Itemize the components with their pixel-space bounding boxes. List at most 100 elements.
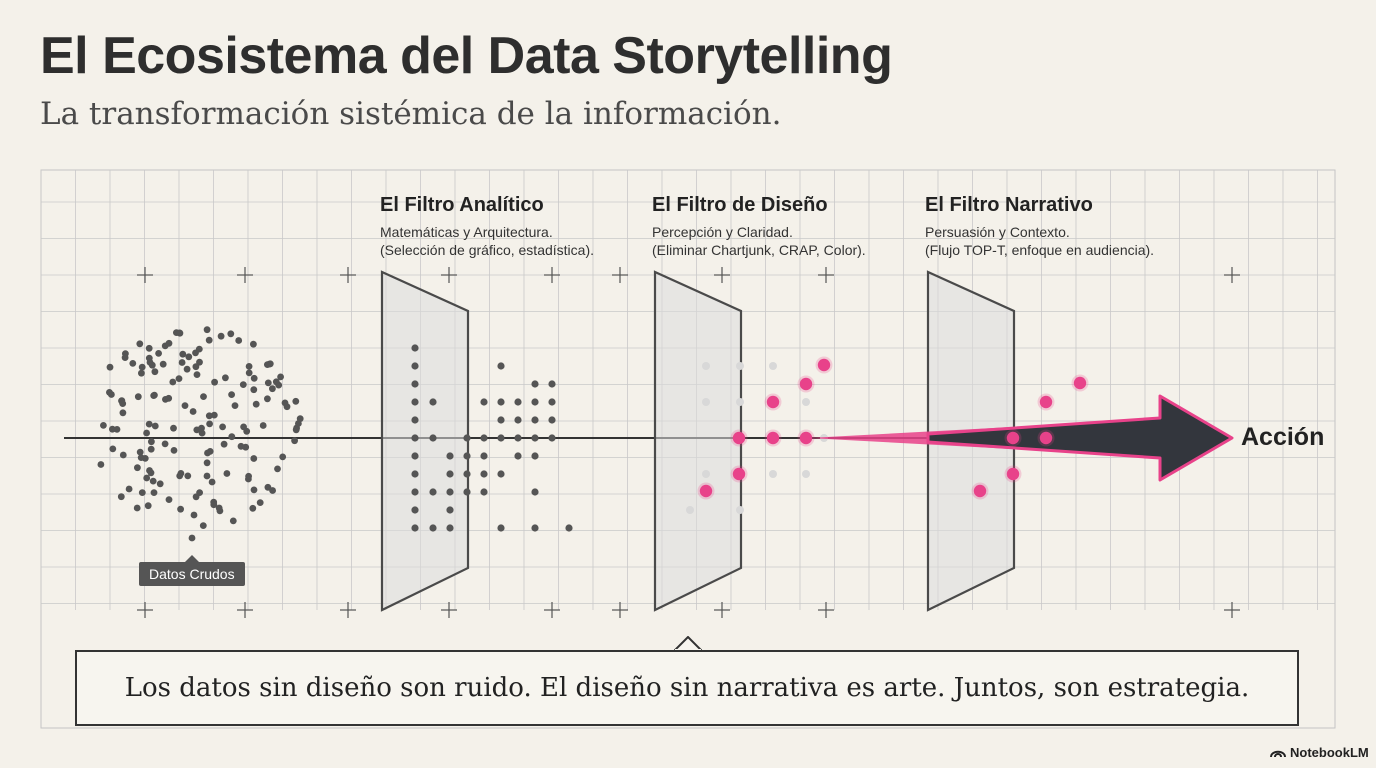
pattern-dot (480, 452, 488, 460)
raw-data-dot (237, 442, 245, 450)
pattern-dot (446, 470, 454, 478)
raw-data-dot (125, 485, 133, 493)
pattern-dot (531, 380, 539, 388)
highlight-dot (766, 431, 780, 445)
raw-data-dot (274, 465, 281, 473)
raw-data-dot (250, 455, 258, 462)
raw-data-dot (192, 493, 200, 501)
pattern-dot (429, 434, 437, 442)
raw-data-dot (155, 350, 163, 357)
raw-data-dot (208, 478, 216, 486)
pattern-dot (497, 416, 505, 424)
filter-analytic-label: El Filtro Analítico Matemáticas y Arquit… (380, 194, 594, 259)
narrative-dot (1006, 467, 1020, 481)
raw-data-dot (119, 400, 127, 407)
raw-data-dot (198, 424, 205, 432)
raw-data-dot (220, 440, 228, 448)
raw-data-dot (291, 437, 298, 445)
pattern-dot (531, 398, 539, 406)
filter-analytic-desc-2: (Selección de gráfico, estadística). (380, 242, 594, 258)
highlight-dot (766, 395, 780, 409)
pattern-dot (497, 434, 505, 442)
pattern-dot (480, 470, 488, 478)
raw-data-dot (272, 378, 280, 386)
raw-data-dot (159, 360, 167, 368)
raw-data-dot (199, 522, 207, 529)
raw-data-dot (269, 385, 276, 393)
background-grid (40, 169, 1336, 729)
pattern-dot (463, 488, 471, 496)
raw-data-dot (206, 420, 214, 428)
raw-data-dot (121, 354, 129, 361)
raw-data-dot (134, 464, 141, 472)
filter-design-label: El Filtro de Diseño Percepción y Clarida… (652, 194, 866, 259)
raw-data-dot (229, 517, 237, 525)
brand-mark: NotebookLM (1270, 745, 1369, 760)
raw-data-dot (211, 378, 219, 386)
raw-data-dot (245, 363, 253, 370)
raw-data-dot (217, 332, 225, 340)
filter-panel-1 (380, 270, 470, 612)
filter-design-desc-1: Percepción y Claridad. (652, 224, 793, 240)
raw-data-dot (190, 511, 198, 519)
pattern-dot (514, 434, 522, 442)
pattern-dot (531, 524, 539, 532)
pattern-dot (411, 524, 419, 532)
raw-data-dot (264, 379, 272, 387)
pattern-dot (429, 488, 437, 496)
raw-data-dot (145, 420, 153, 428)
raw-data-dot (195, 345, 203, 353)
pattern-dot (480, 488, 488, 496)
pattern-dot (411, 362, 419, 370)
pattern-dot (514, 398, 522, 406)
raw-data-dot (215, 504, 223, 512)
pattern-dot (497, 524, 505, 532)
raw-data-dot (231, 402, 239, 409)
page-subtitle: La transformación sistémica de la inform… (40, 96, 782, 132)
raw-data-dot (137, 454, 145, 461)
pattern-dot (446, 488, 454, 496)
raw-data-dot (252, 400, 260, 408)
raw-data-dot (243, 427, 251, 435)
raw-data-dot (210, 501, 218, 509)
highlight-dot (732, 467, 746, 481)
pattern-dot (497, 470, 505, 478)
raw-data-dot (138, 363, 146, 371)
raw-data-dot (151, 422, 159, 430)
pattern-dot (565, 524, 573, 532)
raw-data-dot (188, 534, 196, 542)
filter-design-desc-2: (Eliminar Chartjunk, CRAP, Color). (652, 242, 866, 258)
raw-data-dot (176, 329, 184, 337)
raw-data-dot (178, 359, 186, 366)
pattern-dot (446, 524, 454, 532)
raw-data-dot (269, 487, 276, 494)
pattern-dot (411, 380, 419, 388)
raw-data-dot (228, 433, 236, 441)
pattern-dot (531, 434, 539, 442)
raw-data-dot (264, 395, 271, 403)
raw-data-dot (150, 489, 158, 496)
filter-panel-2 (653, 270, 743, 612)
narrative-dot (973, 484, 987, 498)
raw-data-dot (227, 330, 235, 338)
page-title: El Ecosistema del Data Storytelling (40, 27, 893, 85)
pattern-dot (429, 398, 437, 406)
narrative-dot (1006, 431, 1020, 445)
quote-box: Los datos sin diseño son ruido. El diseñ… (75, 650, 1299, 726)
filter-design-title: El Filtro de Diseño (652, 194, 828, 216)
filter-analytic-desc-1: Matemáticas y Arquitectura. (380, 224, 553, 240)
pattern-dot (429, 524, 437, 532)
pattern-dot (411, 416, 419, 424)
pattern-dot (480, 398, 488, 406)
highlight-dot (817, 358, 831, 372)
faded-dot (769, 362, 777, 370)
raw-data-dot (109, 445, 117, 453)
raw-data-dot (106, 363, 114, 371)
raw-data-dot (151, 368, 159, 376)
narrative-dot (1073, 376, 1087, 390)
raw-data-dot (170, 424, 177, 432)
raw-data-dot (147, 445, 155, 453)
raw-data-dot (169, 378, 177, 386)
raw-data-dot (222, 374, 229, 382)
pattern-dot (463, 434, 471, 442)
